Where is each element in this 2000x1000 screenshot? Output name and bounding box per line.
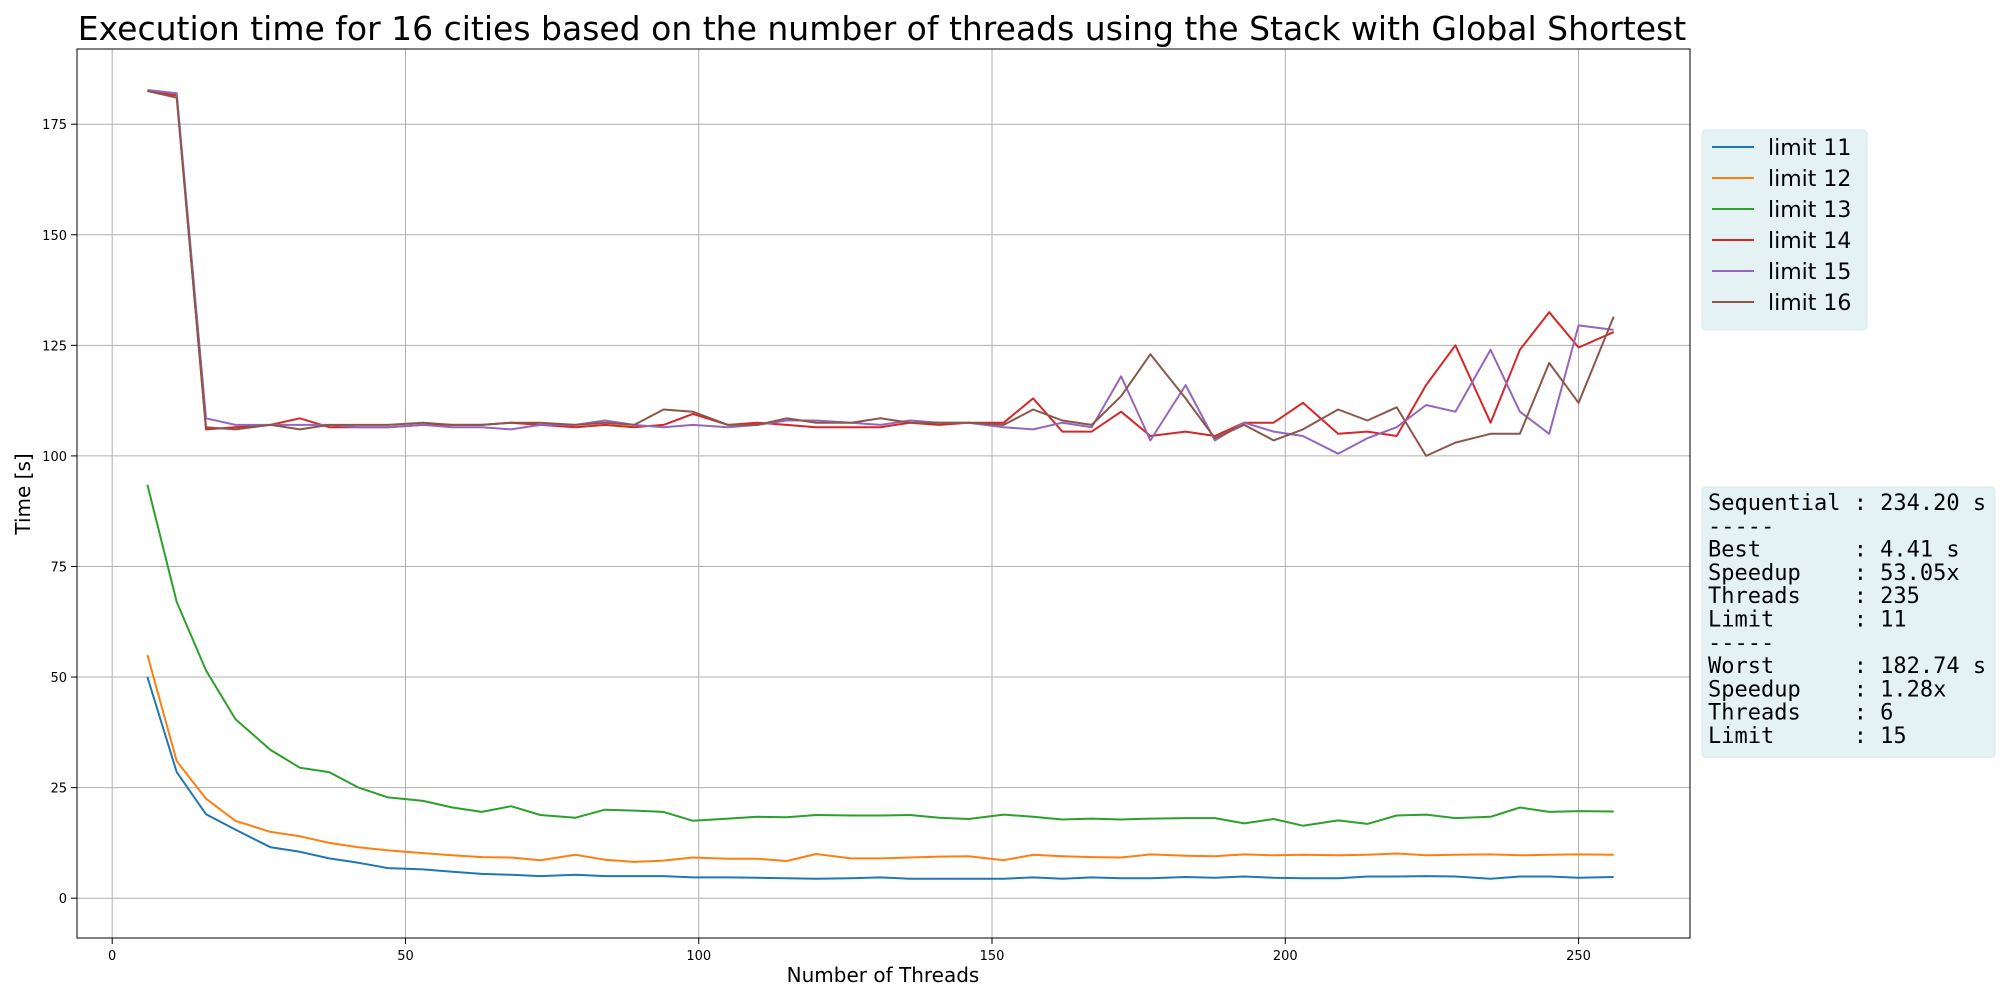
stats-line: Threads : 6 [1708, 701, 1893, 726]
legend-label-limit-11: limit 11 [1768, 136, 1851, 161]
stats-line: Worst : 182.74 s [1708, 654, 1986, 679]
x-tick-label: 150 [980, 949, 1005, 964]
stats-line: ----- [1708, 514, 1774, 539]
series-line-limit-13 [146, 484, 1614, 827]
stats-line: Limit : 15 [1708, 724, 1907, 749]
legend: limit 11 limit 12 limit 13 limit 14 limit 15… [1701, 129, 1868, 331]
series-line-limit-16 [147, 90, 1615, 457]
stats-line: Speedup : 53.05x [1708, 561, 1960, 586]
y-tick-label: 25 [50, 782, 67, 797]
legend-label-limit-13: limit 13 [1768, 198, 1851, 223]
y-tick-label: 125 [42, 339, 67, 354]
y-axis-ticks: 0 25 50 75 100 125 150 175 [42, 118, 77, 907]
series-line-limit-15 [147, 89, 1614, 455]
series-line-limit-12 [146, 654, 1614, 863]
stats-line: Limit : 11 [1708, 608, 1907, 633]
series-line-limit-14 [147, 90, 1615, 437]
stats-line: Threads : 235 [1708, 584, 1920, 609]
legend-label-limit-14: limit 14 [1768, 229, 1851, 254]
y-tick-label: 150 [42, 229, 67, 244]
x-tick-label: 0 [108, 949, 116, 964]
x-tick-label: 200 [1273, 949, 1298, 964]
legend-label-limit-15: limit 15 [1768, 260, 1851, 285]
stats-line: Speedup : 1.28x [1708, 677, 1946, 702]
stats-line: ----- [1708, 631, 1774, 656]
stats-box-background [1701, 486, 1996, 758]
y-tick-label: 100 [42, 450, 67, 465]
stats-box: Sequential : 234.20 s-----Best : 4.41 sS… [1701, 486, 1996, 758]
chart-title: Execution time for 16 cities based on th… [78, 9, 1686, 48]
y-tick-label: 50 [50, 671, 67, 686]
plot-frame [76, 48, 1691, 939]
x-axis-label: Number of Threads [787, 963, 980, 987]
x-tick-label: 100 [686, 949, 711, 964]
series-line-limit-11 [146, 676, 1614, 880]
y-tick-label: 0 [59, 892, 67, 907]
legend-label-limit-16: limit 16 [1768, 291, 1851, 316]
grid [77, 49, 1690, 938]
x-axis-ticks: 0 50 100 150 200 250 [108, 938, 1591, 964]
y-axis-label: Time [s] [11, 453, 35, 535]
series-lines [146, 89, 1615, 880]
y-tick-label: 75 [50, 560, 67, 575]
y-tick-label: 175 [42, 118, 67, 133]
stats-line: Sequential : 234.20 s [1708, 491, 1986, 516]
legend-box [1701, 129, 1868, 331]
stats-line: Best : 4.41 s [1708, 538, 1960, 563]
legend-label-limit-12: limit 12 [1768, 167, 1851, 192]
x-tick-label: 250 [1566, 949, 1591, 964]
x-tick-label: 50 [397, 949, 414, 964]
